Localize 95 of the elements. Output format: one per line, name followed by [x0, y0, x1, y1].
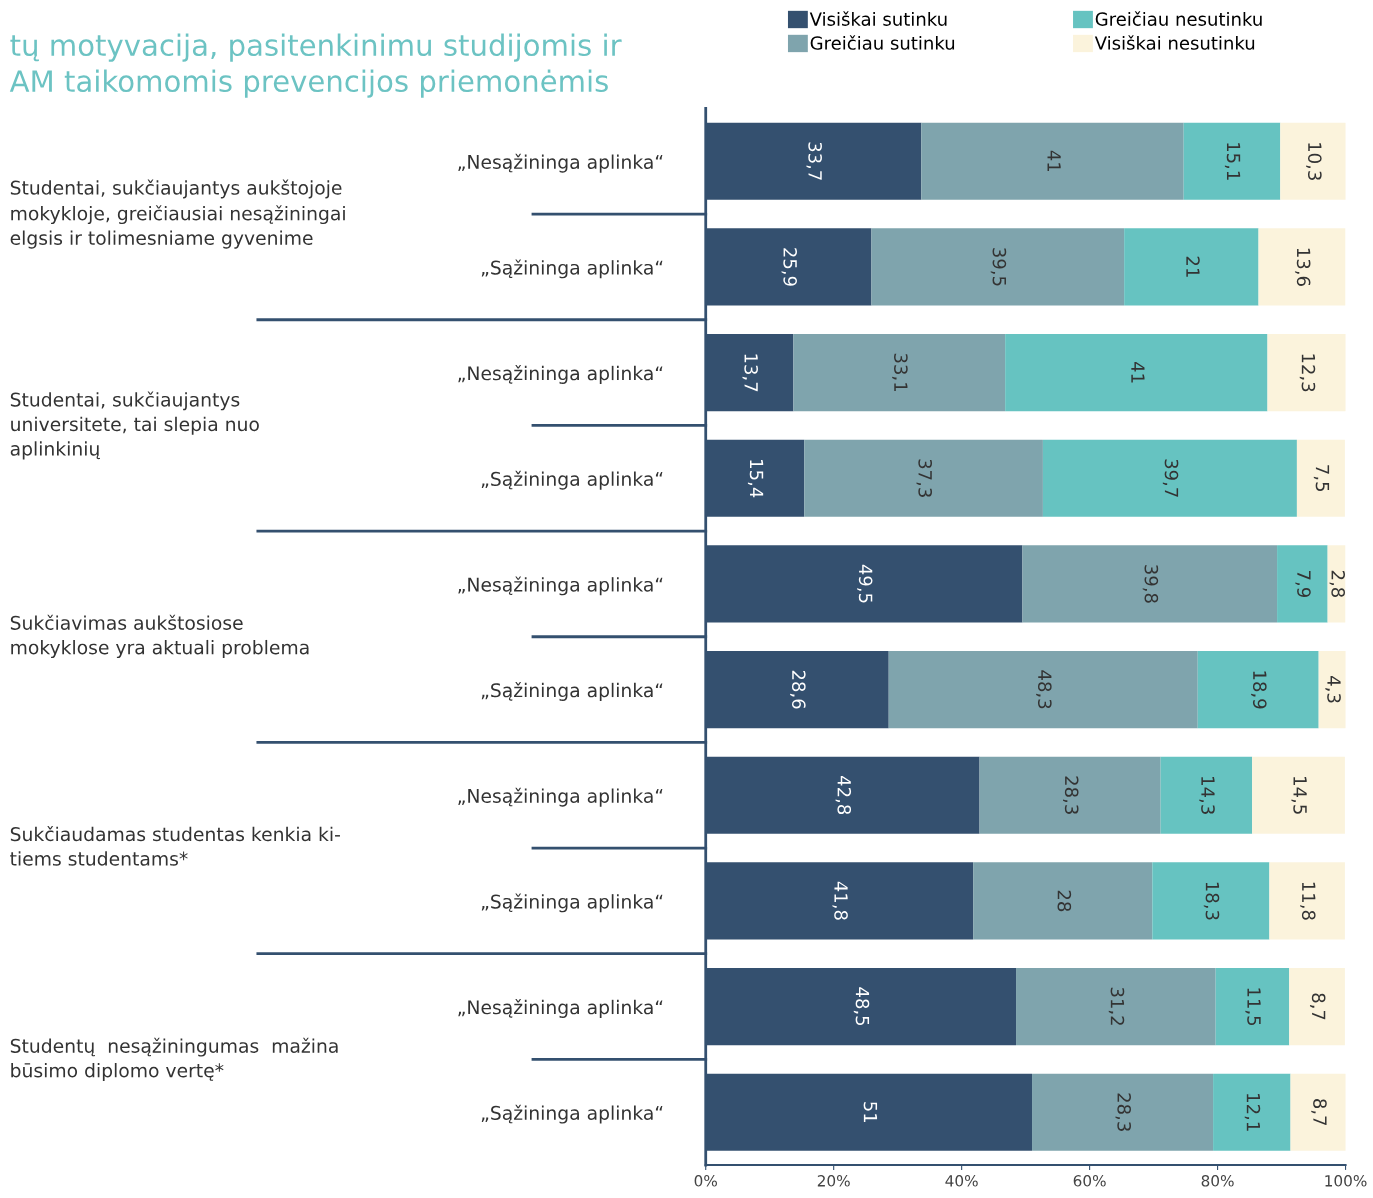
y-tick-label: „Nesąžininga aplinka“ — [458, 365, 663, 384]
text: Sukčiavimas aukštosiose mokyklose yra aktuali problema — [10, 614, 309, 659]
text: tų motyvacija, pasitenkinimu studijomis ir AM taikomomis prevencijos priemonėmis — [9, 33, 622, 98]
data-label: 39,5 — [990, 248, 1007, 286]
text: Studentų nesąžiningumas mažina būsimo diplomo vertę* — [10, 1037, 338, 1082]
bar — [1267, 334, 1346, 412]
bar — [804, 439, 1043, 517]
data-label: 33,1 — [892, 353, 908, 392]
bar — [1289, 967, 1345, 1046]
bar — [1183, 122, 1281, 200]
x-tick-label: 20% — [817, 1175, 850, 1187]
data-label: 41,8 — [832, 881, 848, 920]
x-tick-label: 0% — [694, 1175, 717, 1187]
data-label: 21 — [1186, 256, 1200, 277]
x-tick-label: 60% — [1073, 1175, 1106, 1187]
x-tick-label: 40% — [945, 1175, 978, 1187]
data-label: 15,4 — [747, 460, 764, 498]
legend-label: Visiškai nesutinku — [1094, 35, 1255, 50]
data-label: 11,5 — [1245, 988, 1261, 1026]
bar — [1042, 439, 1297, 517]
data-label: 15,1 — [1224, 143, 1241, 180]
bar — [1124, 228, 1259, 306]
data-label: 42,8 — [835, 776, 852, 815]
data-label: 33,7 — [806, 142, 822, 180]
bar — [1213, 1073, 1291, 1151]
data-label: 8,7 — [1309, 993, 1326, 1020]
bar — [1197, 651, 1319, 729]
data-label: 49,5 — [857, 564, 873, 603]
bar — [1032, 1073, 1214, 1151]
data-label: 39,7 — [1162, 459, 1179, 497]
data-label: 7,9 — [1295, 571, 1311, 597]
text: Studentai, sukčiaujantys aukštojoje mokykloje, greičiausiai nesąžiningai elgsis ir tolimesniame gyvenime — [10, 179, 345, 249]
bar — [1280, 122, 1346, 200]
data-label: 18,3 — [1203, 882, 1220, 920]
data-label: 41 — [1131, 361, 1145, 383]
y-tick-label: „Sąžininga aplinka“ — [481, 1104, 663, 1124]
data-label: 28,3 — [1115, 1093, 1131, 1131]
data-label: 11,8 — [1300, 882, 1316, 920]
data-label: 51 — [863, 1102, 878, 1123]
data-label: 13,7 — [742, 354, 758, 392]
data-label: 18,9 — [1251, 671, 1267, 709]
bar — [921, 122, 1184, 200]
y-tick-label: „Sąžininga aplinka“ — [481, 470, 663, 490]
bar — [1296, 439, 1345, 517]
bar — [888, 651, 1198, 729]
data-label: 31,2 — [1108, 987, 1125, 1025]
x-tick-label: 80% — [1201, 1175, 1234, 1187]
data-label: 48,3 — [1036, 670, 1052, 709]
data-label: 12,1 — [1244, 1094, 1261, 1131]
data-label: 10,3 — [1306, 143, 1322, 180]
data-label: 28,6 — [790, 670, 806, 709]
data-label: 28 — [1057, 890, 1072, 912]
bar — [1160, 756, 1253, 834]
data-label: 37,3 — [916, 459, 932, 497]
bar — [1318, 651, 1346, 729]
bar — [1005, 334, 1268, 412]
bar — [1022, 545, 1278, 623]
bar — [973, 862, 1153, 940]
bar — [793, 334, 1006, 412]
data-label: 28,3 — [1063, 776, 1079, 814]
data-label: 13,6 — [1294, 248, 1311, 286]
bar — [1152, 862, 1270, 940]
y-tick-label: „Nesąžininga aplinka“ — [458, 999, 663, 1018]
text: Sukčiaudamas studentas kenkia ki- tiems studentams* — [10, 825, 340, 866]
data-label: 12,3 — [1299, 354, 1316, 392]
y-tick-label: „Sąžininga aplinka“ — [481, 259, 663, 279]
data-label: 8,7 — [1311, 1099, 1327, 1126]
x-tick-label: 100% — [1325, 1175, 1367, 1187]
data-label: 7,5 — [1313, 465, 1330, 492]
data-label: 48,5 — [853, 987, 870, 1026]
legend-label: Greičiau nesutinku — [1095, 11, 1262, 26]
y-tick-label: „Nesąžininga aplinka“ — [458, 576, 663, 596]
data-label: 25,9 — [781, 248, 797, 286]
bar — [979, 756, 1161, 834]
data-label: 14,3 — [1199, 777, 1215, 814]
y-tick-label: „Nesąžininga aplinka“ — [458, 787, 663, 807]
bar — [1215, 967, 1290, 1046]
bar — [871, 228, 1125, 306]
y-tick-label: „Sąžininga aplinka“ — [481, 682, 663, 701]
bar — [1258, 228, 1346, 306]
y-tick-label: „Sąžininga aplinka“ — [481, 893, 663, 913]
bar — [1016, 967, 1216, 1046]
bar — [1252, 756, 1345, 834]
legend-label: Visiškai sutinku — [809, 11, 947, 26]
bar — [1277, 545, 1328, 623]
data-label: 14,5 — [1291, 777, 1307, 814]
data-label: 39,8 — [1142, 565, 1159, 603]
legend-label: Greičiau sutinku — [810, 35, 955, 50]
data-label: 41 — [1047, 150, 1061, 172]
y-tick-label: „Nesąžininga aplinka“ — [458, 153, 663, 173]
data-label: 4,3 — [1325, 676, 1341, 703]
bar — [1290, 1073, 1346, 1151]
bar — [1269, 862, 1345, 940]
text: Studentai, sukčiaujantys universitete, tai slepia nuo aplinkinių — [10, 391, 259, 460]
data-label: 2,8 — [1329, 570, 1345, 598]
